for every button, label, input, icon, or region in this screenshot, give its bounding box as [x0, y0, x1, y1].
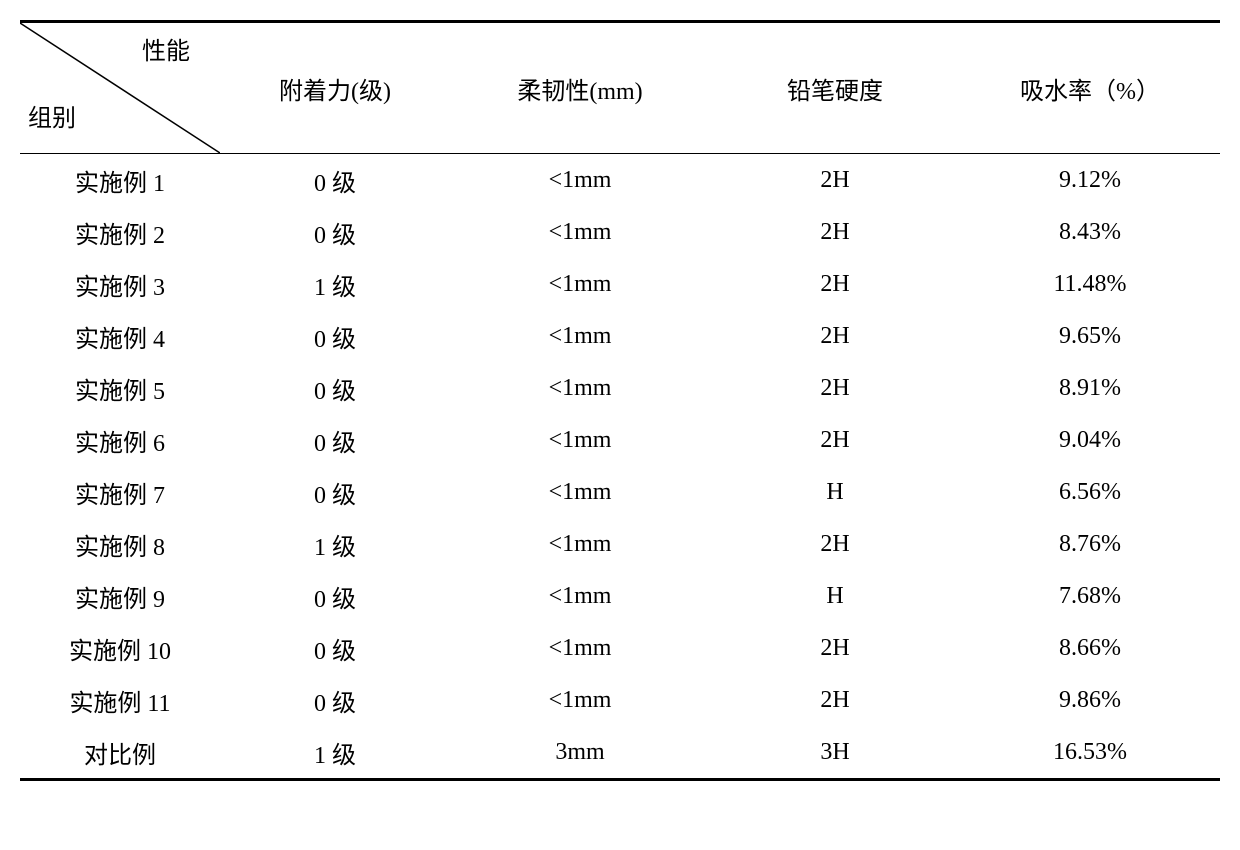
row-label: 实施例 9: [20, 570, 220, 622]
row-label: 实施例 10: [20, 622, 220, 674]
col-header-adhesion: 附着力(级): [220, 22, 450, 154]
cell-absorption: 11.48%: [960, 258, 1220, 310]
table-row: 实施例 50 级<1mm2H8.91%: [20, 362, 1220, 414]
cell-flexibility: <1mm: [450, 414, 710, 466]
cell-absorption: 16.53%: [960, 726, 1220, 780]
row-label: 实施例 1: [20, 154, 220, 207]
table-row: 实施例 31 级<1mm2H11.48%: [20, 258, 1220, 310]
row-label: 实施例 3: [20, 258, 220, 310]
diagonal-header-cell: 性能 组别: [20, 22, 220, 154]
cell-absorption: 8.43%: [960, 206, 1220, 258]
cell-adhesion: 0 级: [220, 414, 450, 466]
cell-adhesion: 0 级: [220, 154, 450, 207]
cell-absorption: 9.86%: [960, 674, 1220, 726]
row-label: 实施例 7: [20, 466, 220, 518]
cell-hardness: 2H: [710, 518, 960, 570]
cell-adhesion: 1 级: [220, 518, 450, 570]
row-label: 实施例 2: [20, 206, 220, 258]
cell-adhesion: 0 级: [220, 570, 450, 622]
row-label: 实施例 4: [20, 310, 220, 362]
cell-hardness: 2H: [710, 362, 960, 414]
table-body: 实施例 10 级<1mm2H9.12%实施例 20 级<1mm2H8.43%实施…: [20, 154, 1220, 780]
cell-adhesion: 0 级: [220, 206, 450, 258]
table-header-row: 性能 组别 附着力(级) 柔韧性(mm) 铅笔硬度 吸水率（%）: [20, 22, 1220, 154]
table-row: 实施例 60 级<1mm2H9.04%: [20, 414, 1220, 466]
cell-flexibility: 3mm: [450, 726, 710, 780]
cell-flexibility: <1mm: [450, 466, 710, 518]
cell-hardness: H: [710, 466, 960, 518]
cell-hardness: 2H: [710, 310, 960, 362]
cell-adhesion: 0 级: [220, 622, 450, 674]
cell-hardness: 2H: [710, 258, 960, 310]
cell-flexibility: <1mm: [450, 258, 710, 310]
table-row: 实施例 40 级<1mm2H9.65%: [20, 310, 1220, 362]
cell-absorption: 9.04%: [960, 414, 1220, 466]
cell-absorption: 9.65%: [960, 310, 1220, 362]
cell-flexibility: <1mm: [450, 518, 710, 570]
col-header-flexibility: 柔韧性(mm): [450, 22, 710, 154]
table-row: 实施例 81 级<1mm2H8.76%: [20, 518, 1220, 570]
row-label: 实施例 11: [20, 674, 220, 726]
table-row: 对比例1 级3mm3H16.53%: [20, 726, 1220, 780]
cell-hardness: 2H: [710, 622, 960, 674]
cell-hardness: 2H: [710, 414, 960, 466]
table-row: 实施例 70 级<1mmH6.56%: [20, 466, 1220, 518]
cell-flexibility: <1mm: [450, 570, 710, 622]
table-row: 实施例 110 级<1mm2H9.86%: [20, 674, 1220, 726]
cell-adhesion: 0 级: [220, 674, 450, 726]
cell-flexibility: <1mm: [450, 362, 710, 414]
table-row: 实施例 100 级<1mm2H8.66%: [20, 622, 1220, 674]
cell-flexibility: <1mm: [450, 154, 710, 207]
cell-absorption: 6.56%: [960, 466, 1220, 518]
data-table-container: 性能 组别 附着力(级) 柔韧性(mm) 铅笔硬度 吸水率（%） 实施例 10 …: [20, 20, 1220, 781]
table-row: 实施例 10 级<1mm2H9.12%: [20, 154, 1220, 207]
cell-flexibility: <1mm: [450, 622, 710, 674]
cell-absorption: 8.91%: [960, 362, 1220, 414]
cell-adhesion: 1 级: [220, 258, 450, 310]
cell-flexibility: <1mm: [450, 674, 710, 726]
table-row: 实施例 20 级<1mm2H8.43%: [20, 206, 1220, 258]
performance-table: 性能 组别 附着力(级) 柔韧性(mm) 铅笔硬度 吸水率（%） 实施例 10 …: [20, 20, 1220, 781]
cell-hardness: 2H: [710, 674, 960, 726]
cell-adhesion: 0 级: [220, 362, 450, 414]
cell-absorption: 9.12%: [960, 154, 1220, 207]
cell-flexibility: <1mm: [450, 206, 710, 258]
cell-absorption: 8.76%: [960, 518, 1220, 570]
diag-header-bottom: 组别: [28, 98, 76, 133]
row-label: 实施例 5: [20, 362, 220, 414]
cell-flexibility: <1mm: [450, 310, 710, 362]
col-header-hardness: 铅笔硬度: [710, 22, 960, 154]
row-label: 实施例 6: [20, 414, 220, 466]
diag-header-top: 性能: [142, 31, 190, 66]
cell-adhesion: 0 级: [220, 310, 450, 362]
col-header-absorption: 吸水率（%）: [960, 22, 1220, 154]
cell-absorption: 8.66%: [960, 622, 1220, 674]
cell-adhesion: 0 级: [220, 466, 450, 518]
cell-absorption: 7.68%: [960, 570, 1220, 622]
diagonal-line-icon: [20, 23, 220, 153]
cell-hardness: H: [710, 570, 960, 622]
cell-hardness: 2H: [710, 154, 960, 207]
row-label: 对比例: [20, 726, 220, 780]
cell-hardness: 3H: [710, 726, 960, 780]
table-row: 实施例 90 级<1mmH7.68%: [20, 570, 1220, 622]
cell-adhesion: 1 级: [220, 726, 450, 780]
cell-hardness: 2H: [710, 206, 960, 258]
row-label: 实施例 8: [20, 518, 220, 570]
